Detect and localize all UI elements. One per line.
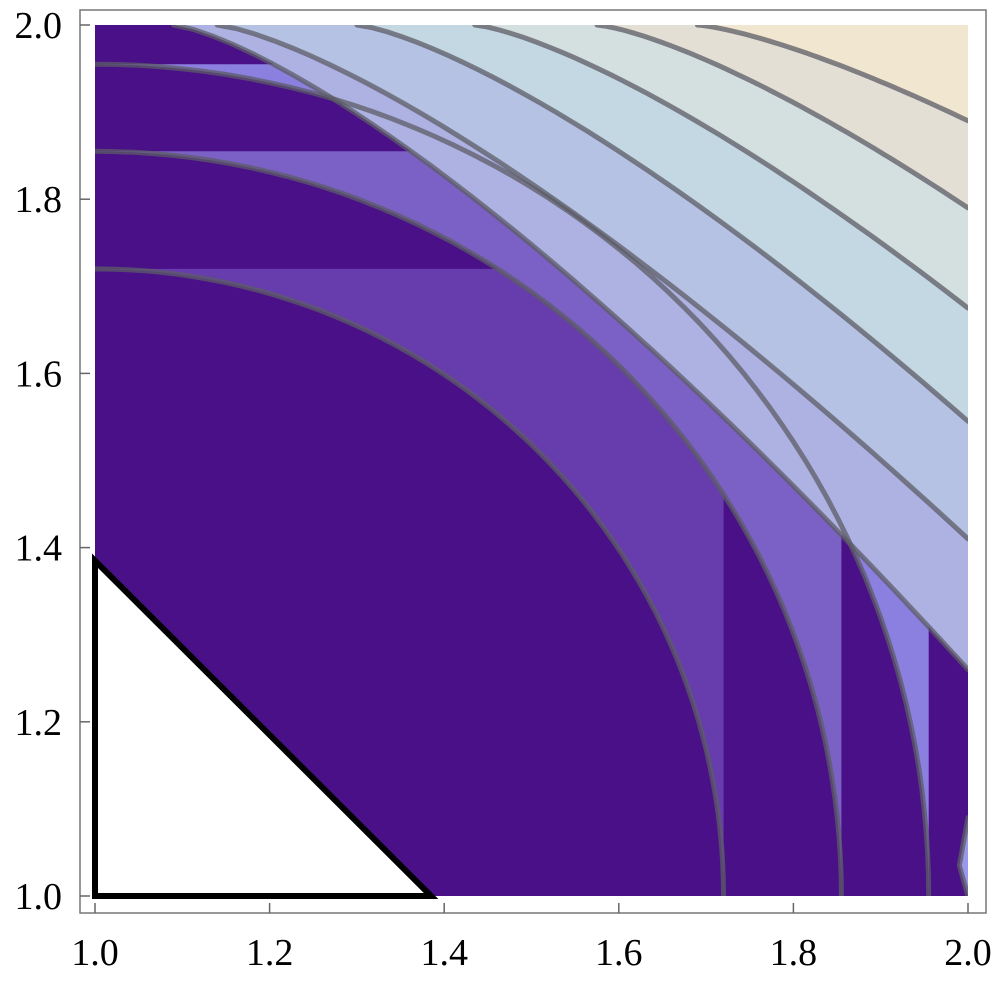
x-axis: 1.0 1.2 1.4 1.6 1.8 2.0 xyxy=(71,903,992,974)
contour-line-2 xyxy=(95,148,844,896)
contour-line-6 xyxy=(214,25,968,542)
contour-line-4 xyxy=(956,815,968,896)
contour-line-9 xyxy=(594,25,968,211)
y-tick-label: 1.2 xyxy=(15,702,63,744)
y-tick-label: 1.4 xyxy=(15,528,63,570)
x-tick-label: 1.8 xyxy=(770,932,818,974)
x-tick-label: 1.6 xyxy=(595,932,643,974)
plot-frame xyxy=(79,9,987,914)
excluded-region xyxy=(92,553,439,899)
y-tick-label: 2.0 xyxy=(15,5,63,47)
y-tick-label: 1.0 xyxy=(15,876,63,918)
x-tick-label: 2.0 xyxy=(944,932,992,974)
y-axis: 1.0 1.2 1.4 1.6 1.8 2.0 xyxy=(15,5,90,918)
contour-line-7 xyxy=(354,25,968,424)
y-tick-label: 1.8 xyxy=(15,179,63,221)
x-tick-label: 1.2 xyxy=(246,932,294,974)
x-tick-label: 1.4 xyxy=(420,932,468,974)
contour-line-3 xyxy=(95,61,932,896)
contour-band-10 xyxy=(697,25,968,121)
contour-line-1 xyxy=(95,266,727,896)
contour-lines xyxy=(95,25,968,896)
contour-line-10 xyxy=(694,25,968,124)
excluded-triangle xyxy=(92,553,439,899)
contour-line-5 xyxy=(171,25,968,672)
y-tick-label: 1.6 xyxy=(15,353,63,395)
contour-line-8 xyxy=(472,25,968,311)
x-tick-label: 1.0 xyxy=(71,932,119,974)
